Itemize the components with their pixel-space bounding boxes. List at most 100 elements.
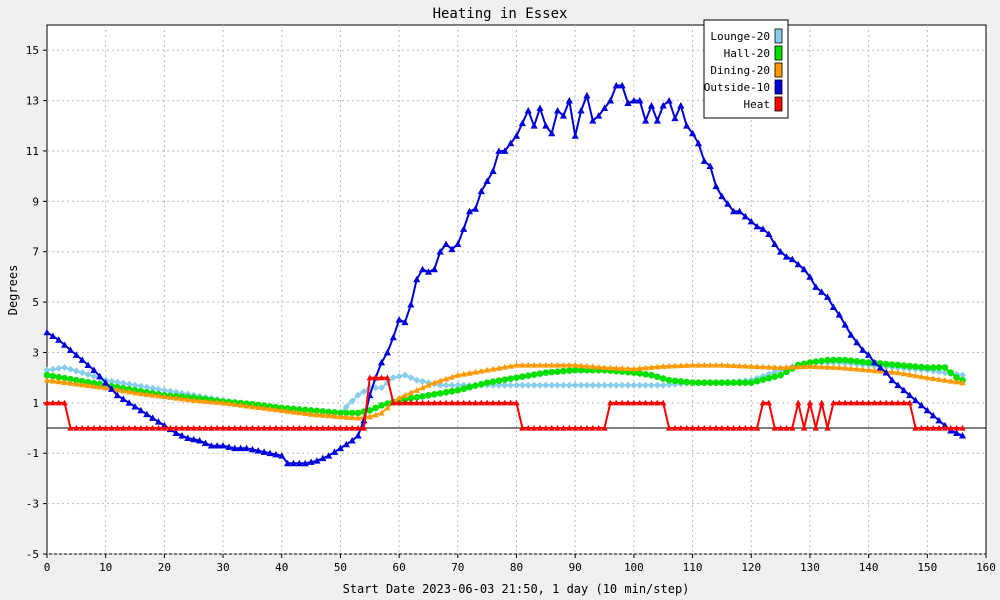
data-point <box>378 402 385 409</box>
data-point <box>90 383 98 389</box>
data-point <box>847 331 855 338</box>
data-point <box>424 268 433 275</box>
data-point <box>512 132 521 139</box>
data-point <box>859 366 866 373</box>
data-point <box>830 399 837 406</box>
data-point <box>777 364 784 371</box>
data-point <box>331 413 338 419</box>
data-point <box>612 81 620 89</box>
data-point <box>290 424 297 431</box>
data-point <box>249 424 256 431</box>
data-point <box>654 399 661 406</box>
data-point <box>337 409 344 417</box>
data-point <box>783 368 790 376</box>
data-point <box>307 458 315 465</box>
data-point <box>688 129 697 137</box>
data-point <box>630 365 638 372</box>
data-point <box>272 450 280 458</box>
data-point <box>607 399 614 406</box>
data-point <box>712 424 720 431</box>
data-point <box>812 424 820 431</box>
data-point <box>413 399 420 406</box>
data-point <box>419 384 426 391</box>
data-point <box>759 363 767 370</box>
data-point <box>718 361 726 368</box>
data-point <box>929 364 937 371</box>
data-point <box>959 371 967 379</box>
data-point <box>577 107 585 114</box>
data-point <box>624 381 632 389</box>
data-point <box>894 369 902 376</box>
data-point <box>583 91 591 99</box>
data-point <box>454 240 462 248</box>
data-point <box>272 424 280 431</box>
data-point <box>647 102 656 109</box>
data-point <box>883 399 890 406</box>
data-point <box>542 424 550 431</box>
data-point <box>665 96 673 104</box>
data-point <box>419 265 427 273</box>
y-tick-label: 11 <box>26 145 39 158</box>
y-tick-label: -5 <box>26 548 39 561</box>
data-point <box>395 399 403 406</box>
data-point <box>137 424 145 431</box>
data-point <box>947 377 954 384</box>
data-point <box>736 424 743 431</box>
data-point <box>79 381 86 388</box>
data-point <box>812 363 820 370</box>
data-point <box>348 409 356 417</box>
data-point <box>841 356 849 364</box>
data-point <box>776 248 785 255</box>
data-point <box>49 399 57 406</box>
data-point <box>636 96 644 104</box>
data-point <box>554 424 561 431</box>
data-point <box>607 364 614 371</box>
data-point <box>882 369 890 376</box>
data-point <box>536 424 544 431</box>
data-point <box>260 424 268 431</box>
data-point <box>384 404 391 411</box>
data-point <box>665 362 673 369</box>
legend-swatch <box>774 45 783 61</box>
data-point <box>96 372 104 380</box>
data-point <box>313 424 321 431</box>
data-point <box>818 363 825 370</box>
data-point <box>378 409 385 416</box>
data-point <box>125 380 133 388</box>
data-point <box>436 248 444 255</box>
x-tick-label: 110 <box>683 561 703 574</box>
data-point <box>847 357 855 364</box>
data-point <box>255 424 262 431</box>
data-point <box>730 362 737 369</box>
data-point <box>712 361 720 368</box>
data-point <box>354 414 362 421</box>
data-point <box>43 328 51 336</box>
data-point <box>536 104 544 112</box>
data-point <box>389 333 397 341</box>
data-point <box>823 293 832 300</box>
data-point <box>337 424 344 431</box>
data-point <box>683 424 690 431</box>
data-point <box>249 403 256 410</box>
data-point <box>847 365 855 372</box>
data-point <box>284 424 291 431</box>
data-point <box>894 399 902 406</box>
data-point <box>325 424 332 431</box>
data-point <box>659 375 667 382</box>
data-point <box>806 359 814 366</box>
data-point <box>425 399 432 406</box>
data-point <box>195 437 204 444</box>
data-point <box>583 362 591 369</box>
data-point <box>589 363 596 370</box>
data-point <box>113 378 121 386</box>
data-point <box>372 374 379 381</box>
y-tick-label: 7 <box>32 246 39 259</box>
data-point <box>313 411 321 418</box>
data-point <box>495 377 503 384</box>
data-point <box>630 96 638 104</box>
data-point <box>49 372 57 380</box>
data-point <box>295 459 303 467</box>
data-point <box>289 459 298 467</box>
data-point <box>155 424 162 431</box>
data-point <box>61 374 68 382</box>
